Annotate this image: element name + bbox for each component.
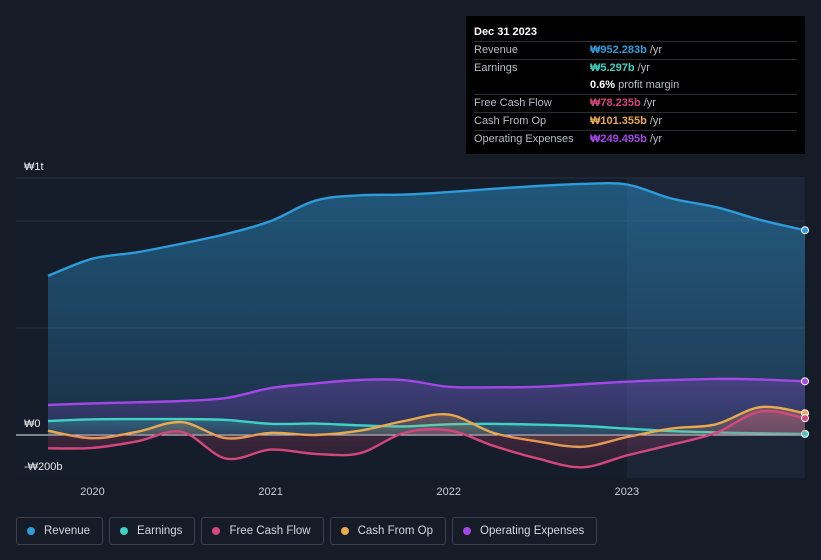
tooltip-value: 0.6% — [590, 79, 616, 91]
y-tick-label: ₩1t — [24, 161, 44, 173]
tooltip-label: Revenue — [474, 44, 519, 56]
tooltip-unit: /yr — [649, 44, 663, 56]
legend-item-free-cash-flow[interactable]: Free Cash Flow — [201, 517, 324, 545]
legend-label: Operating Expenses — [480, 525, 585, 537]
series-endpoint-operating-expenses — [801, 377, 809, 386]
tooltip-unit: /yr — [643, 97, 656, 109]
tooltip-date: Dec 31 2023 — [474, 24, 797, 42]
tooltip-unit: /yr — [637, 62, 650, 74]
x-tick-label: 2021 — [258, 486, 282, 498]
tooltip-label: Free Cash Flow — [474, 97, 552, 109]
legend-item-earnings[interactable]: Earnings — [109, 517, 196, 545]
series-layer — [47, 181, 809, 469]
x-tick-label: 2023 — [615, 486, 639, 498]
legend-dot-icon — [27, 527, 35, 535]
series-line-revenue — [47, 181, 806, 278]
tooltip-unit: /yr — [649, 133, 663, 145]
series-line-operating-expenses — [47, 377, 806, 407]
tooltip-label: Cash From Op — [474, 115, 547, 127]
tooltip-unit: /yr — [649, 115, 663, 127]
tooltip-value: ₩101.355b — [590, 115, 647, 127]
series-area-free-cash-flow — [48, 410, 805, 468]
legend: Revenue Earnings Free Cash Flow Cash Fro… — [16, 517, 598, 545]
y-tick-label: ₩0 — [24, 418, 41, 430]
legend-label: Free Cash Flow — [229, 525, 311, 537]
tooltip-value: ₩249.495b — [590, 133, 647, 145]
tooltip-panel: Dec 31 2023 Revenue ₩952.283b /yr Earnin… — [466, 16, 805, 154]
series-revenue — [47, 181, 809, 435]
legend-label: Earnings — [137, 525, 183, 537]
x-axis: 2020 2021 2022 2023 — [80, 486, 639, 498]
tooltip-row-cash-from-op: Cash From Op ₩101.355b /yr — [474, 113, 797, 131]
legend-item-revenue[interactable]: Revenue — [16, 517, 104, 545]
tooltip-row-revenue: Revenue ₩952.283b /yr — [474, 42, 797, 60]
legend-dot-icon — [212, 527, 221, 535]
tooltip-row-operating-expenses: Operating Expenses ₩249.495b /yr — [474, 131, 797, 148]
legend-item-operating-expenses[interactable]: Operating Expenses — [452, 517, 598, 545]
legend-dot-icon — [120, 527, 129, 535]
legend-item-cash-from-op[interactable]: Cash From Op — [329, 517, 447, 545]
tooltip-row-free-cash-flow: Free Cash Flow ₩78.235b /yr — [474, 95, 797, 113]
tooltip-value: ₩78.235b — [590, 97, 641, 109]
legend-dot-icon — [340, 527, 349, 535]
legend-label: Revenue — [44, 525, 91, 537]
series-endpoint-free-cash-flow — [801, 414, 809, 423]
tooltip-label: Operating Expenses — [474, 133, 574, 145]
series-free-cash-flow — [47, 409, 809, 469]
legend-label: Cash From Op — [357, 525, 434, 537]
x-tick-label: 2022 — [437, 486, 461, 498]
x-tick-label: 2020 — [80, 486, 104, 498]
tooltip-value: ₩5.297b — [590, 62, 635, 74]
series-area-revenue — [48, 183, 805, 435]
y-tick-label: -₩200b — [24, 461, 63, 473]
tooltip-label — [474, 77, 590, 94]
y-axis: ₩1t ₩0 -₩200b — [24, 161, 63, 473]
legend-dot-icon — [463, 527, 472, 535]
tooltip-value: ₩952.283b — [590, 44, 647, 56]
tooltip-row-profit-margin: 0.6% profit margin — [474, 77, 797, 95]
tooltip-label: Earnings — [474, 62, 518, 74]
series-line-free-cash-flow — [47, 409, 806, 469]
series-endpoint-revenue — [801, 226, 809, 235]
series-line-cash-from-op — [47, 405, 806, 449]
tooltip-unit: profit margin — [618, 79, 680, 91]
tooltip-row-earnings: Earnings ₩5.297b /yr — [474, 60, 797, 77]
